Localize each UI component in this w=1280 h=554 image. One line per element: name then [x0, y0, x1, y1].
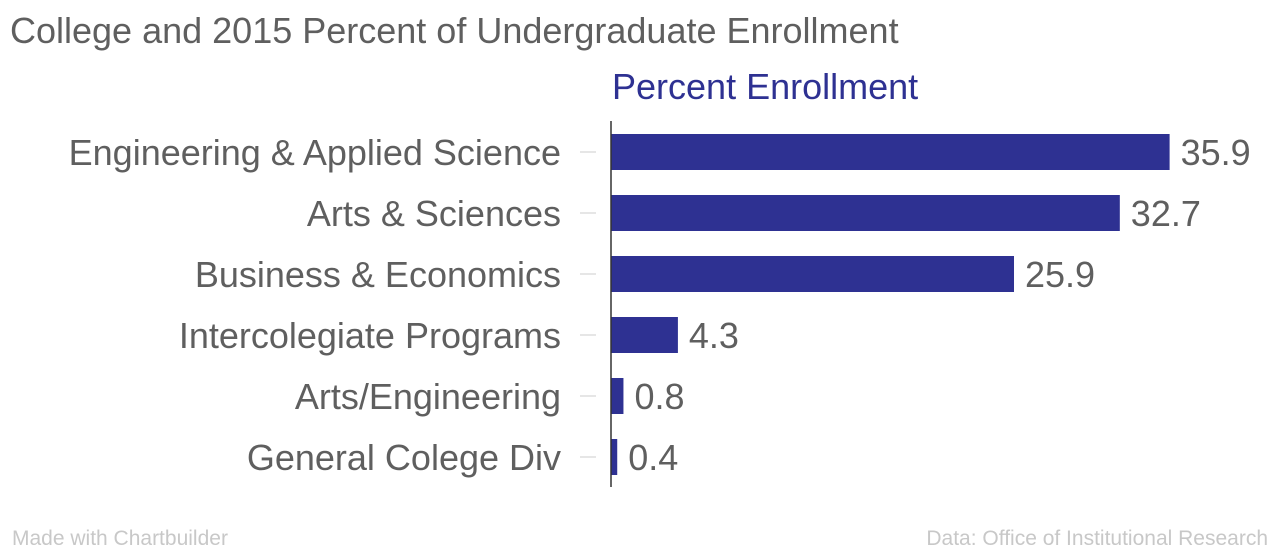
data-label: 0.4: [628, 437, 678, 478]
y-tick-label: Arts/Engineering: [295, 376, 561, 417]
y-tick-label: General Colege Div: [247, 437, 561, 478]
y-tick-label: Engineering & Applied Science: [69, 132, 561, 173]
data-label: 32.7: [1131, 193, 1201, 234]
data-label: 4.3: [689, 315, 739, 356]
bar: [611, 378, 624, 414]
y-tick-label: Intercolegiate Programs: [179, 315, 561, 356]
bar: [611, 134, 1170, 170]
bar: [611, 195, 1120, 231]
data-label: 0.8: [634, 376, 684, 417]
y-tick-label: Arts & Sciences: [307, 193, 561, 234]
credit-made-with: Made with Chartbuilder: [12, 527, 228, 550]
bar: [611, 317, 678, 353]
data-label: 35.9: [1181, 132, 1251, 173]
chart-title: College and 2015 Percent of Undergraduat…: [10, 10, 899, 51]
bar: [611, 439, 618, 475]
bar: [611, 256, 1015, 292]
y-tick-label: Business & Economics: [195, 254, 561, 295]
credit-data-source: Data: Office of Institutional Research: [926, 527, 1268, 550]
data-label: 25.9: [1025, 254, 1095, 295]
series-label: Percent Enrollment: [612, 66, 919, 107]
